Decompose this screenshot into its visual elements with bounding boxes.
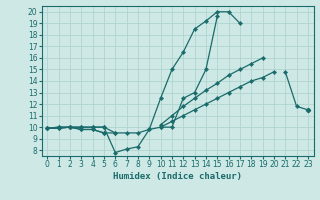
X-axis label: Humidex (Indice chaleur): Humidex (Indice chaleur) [113,172,242,181]
